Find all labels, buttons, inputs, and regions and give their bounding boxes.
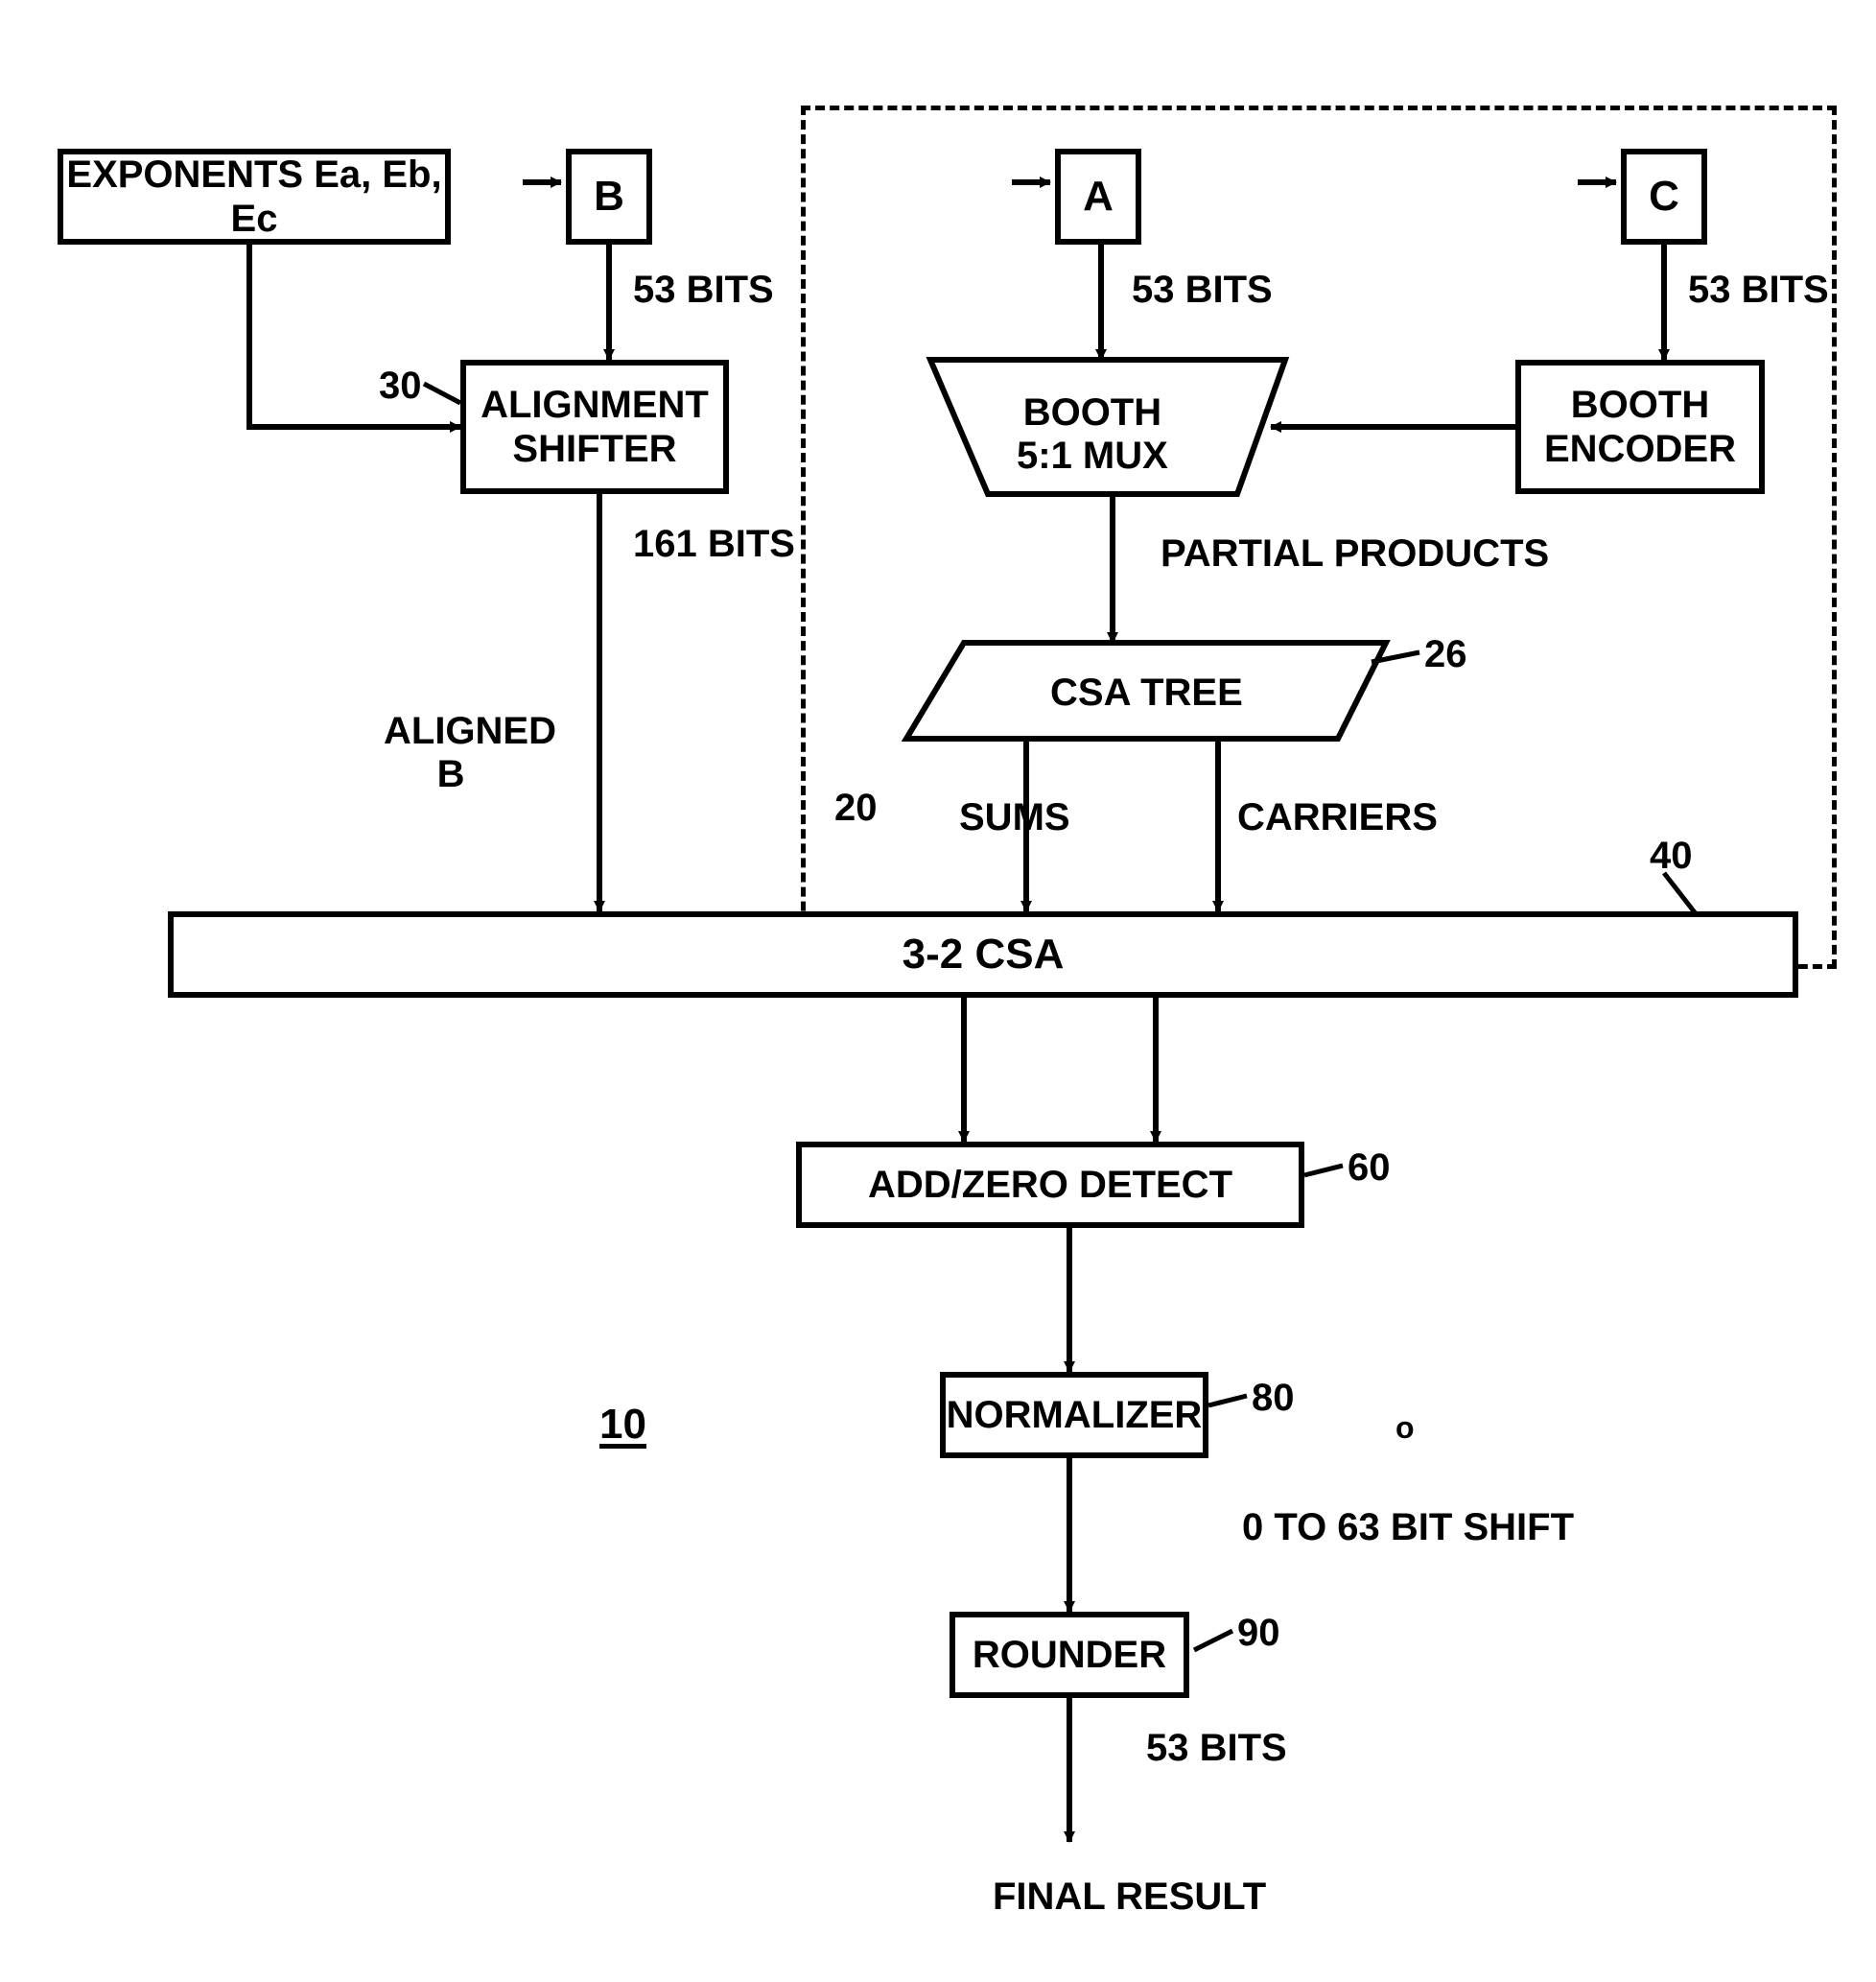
b-bits-label: 53 BITS [633, 269, 774, 312]
rounder-label: ROUNDER [973, 1633, 1166, 1677]
input-c-block: C [1621, 149, 1707, 245]
partial-products-label: PARTIAL PRODUCTS [1161, 532, 1549, 576]
leader-lead_80 [1208, 1396, 1247, 1405]
booth-mux-label: BOOTH 5:1 MUX [1017, 391, 1168, 478]
input-b-label: B [594, 173, 624, 222]
csa-tree-label: CSA TREE [1050, 672, 1243, 715]
ref-40-label: 40 [1650, 835, 1693, 878]
ref-30-label: 30 [379, 365, 422, 408]
aligned-b-label: ALIGNED B [384, 710, 556, 796]
normalizer-block: NORMALIZER [940, 1372, 1208, 1458]
booth-encoder-block: BOOTH ENCODER [1515, 360, 1765, 494]
csa-3-2-label: 3-2 CSA [903, 931, 1065, 979]
stray-o-label: o [1395, 1410, 1415, 1446]
alignment-shifter-block: ALIGNMENT SHIFTER [460, 360, 729, 494]
exponents-block: EXPONENTS Ea, Eb, Ec [58, 149, 451, 245]
leader-lead_90 [1194, 1631, 1232, 1650]
final-bits-label: 53 BITS [1146, 1727, 1287, 1770]
arrow-exp_to_align [249, 245, 460, 427]
carriers-label: CARRIERS [1237, 796, 1438, 839]
input-b-block: B [566, 149, 652, 245]
add-zero-detect-label: ADD/ZERO DETECT [868, 1163, 1232, 1207]
rounder-block: ROUNDER [950, 1612, 1189, 1698]
input-a-block: A [1055, 149, 1141, 245]
csa-3-2-block: 3-2 CSA [168, 911, 1798, 998]
ref-80-label: 80 [1252, 1377, 1295, 1420]
shift-note-label: 0 TO 63 BIT SHIFT [1242, 1506, 1574, 1549]
normalizer-label: NORMALIZER [947, 1393, 1203, 1437]
exponents-label: EXPONENTS Ea, Eb, Ec [63, 153, 445, 241]
bits-161-label: 161 BITS [633, 523, 795, 566]
input-a-label: A [1083, 173, 1114, 222]
c-bits-label: 53 BITS [1688, 269, 1829, 312]
ref-20-label: 20 [834, 787, 878, 830]
booth-encoder-label: BOOTH ENCODER [1544, 383, 1736, 471]
input-c-label: C [1649, 173, 1679, 222]
ref-60-label: 60 [1348, 1146, 1391, 1190]
ref-10-label: 10 [599, 1401, 646, 1449]
leader-lead_30 [424, 384, 460, 403]
ref-26-label: 26 [1424, 633, 1467, 676]
final-result-label: FINAL RESULT [993, 1876, 1266, 1919]
ref-90-label: 90 [1237, 1612, 1280, 1655]
leader-lead_60 [1304, 1166, 1343, 1175]
a-bits-label: 53 BITS [1132, 269, 1273, 312]
alignment-shifter-label: ALIGNMENT SHIFTER [481, 383, 709, 471]
add-zero-detect-block: ADD/ZERO DETECT [796, 1142, 1304, 1228]
sums-label: SUMS [959, 796, 1070, 839]
